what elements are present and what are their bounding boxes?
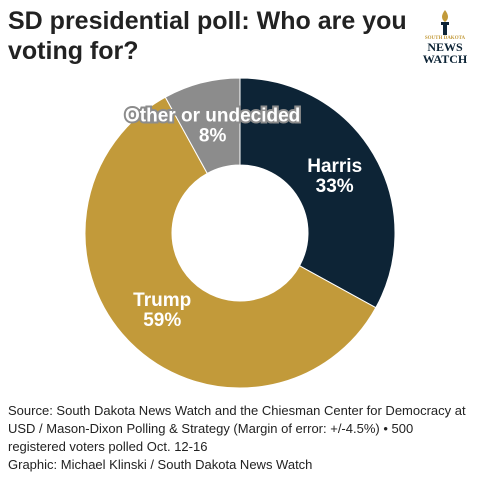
logo: SOUTH DAKOTA NEWS WATCH	[420, 8, 470, 65]
logo-text: NEWS	[427, 40, 463, 54]
slice-label: Trump	[133, 290, 191, 311]
value-label: 8%	[199, 125, 227, 146]
logo-text: SOUTH DAKOTA	[424, 36, 466, 41]
chart-title: SD presidential poll: Who are you voting…	[8, 7, 407, 65]
slice	[164, 77, 241, 175]
slice-label: Harris	[307, 156, 362, 177]
credit: Graphic: Michael Klinski / South Dakota …	[8, 457, 313, 472]
slice	[239, 77, 396, 309]
footer: Source: South Dakota News Watch and the …	[8, 402, 470, 474]
value-label: 59%	[143, 310, 181, 331]
slice	[84, 96, 377, 389]
logo-text: WATCH	[422, 52, 468, 66]
logo-icon	[441, 10, 449, 35]
source: Source: South Dakota News Watch and the …	[8, 403, 466, 454]
value-label: 33%	[316, 176, 354, 197]
slice-label: Other or undecided	[125, 105, 300, 126]
